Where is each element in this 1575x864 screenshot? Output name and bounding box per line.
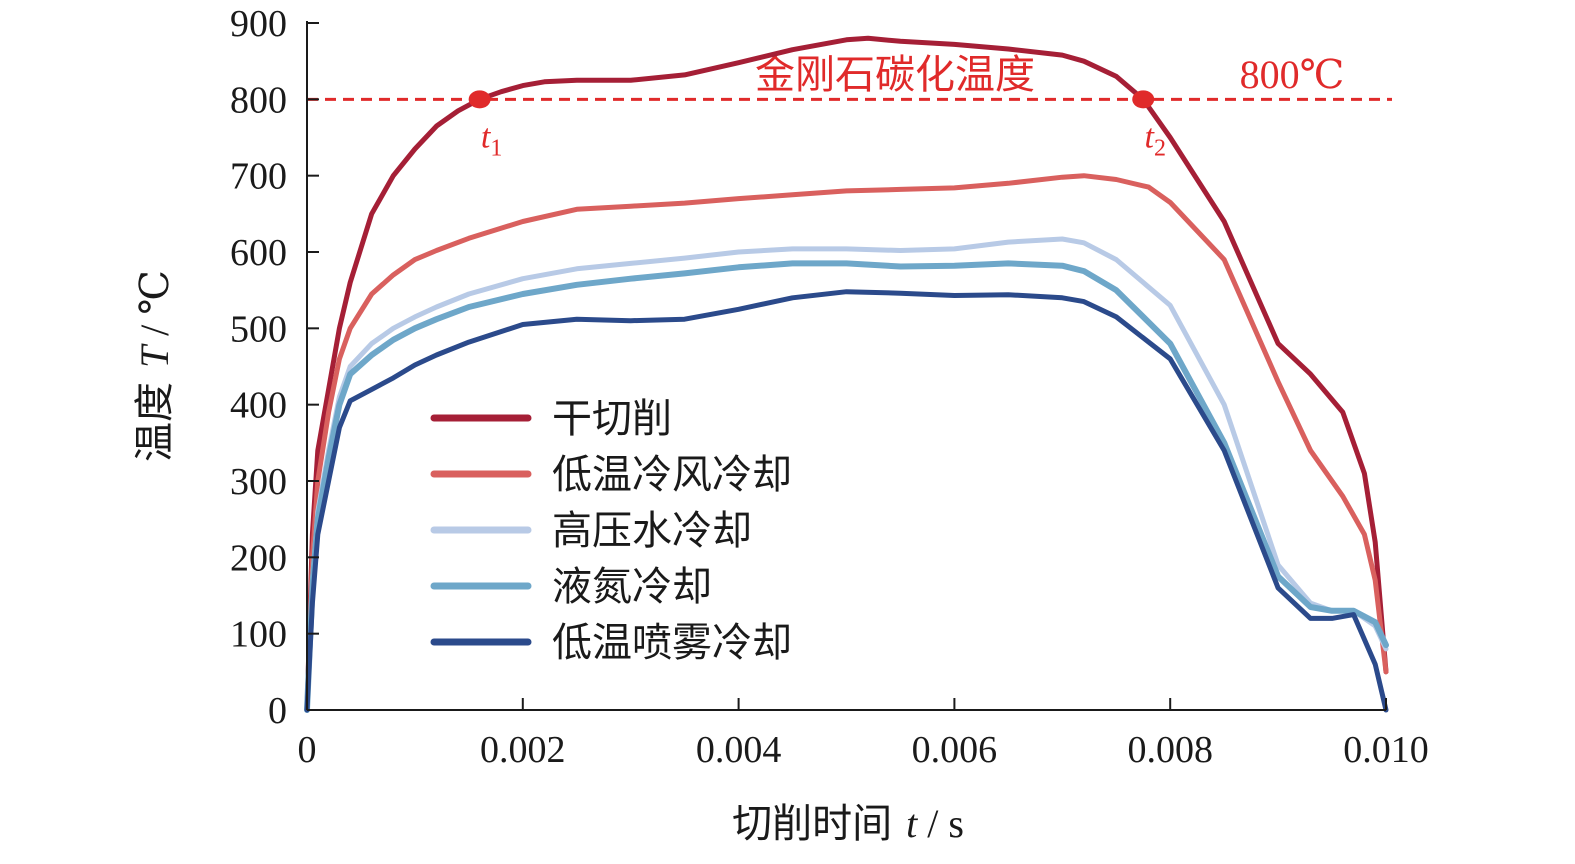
- marker-label-var-0: t: [481, 118, 492, 155]
- marker-label-1: t2: [1144, 118, 1165, 161]
- axis-titles: 切削时间 t / s 温度 T / ℃: [132, 270, 964, 846]
- y-tick-label-8: 800: [230, 79, 287, 121]
- series-layer: [304, 35, 1389, 713]
- reference-layer: 金刚石碳化温度 800℃: [307, 52, 1392, 101]
- y-tick-label-9: 900: [230, 3, 287, 45]
- y-tick-label-6: 600: [230, 232, 287, 274]
- series-line-4: [304, 289, 1389, 713]
- x-tick-label-5: 0.010: [1343, 729, 1429, 771]
- y-tick-label-5: 500: [230, 308, 287, 350]
- legend-label-3: 液氮冷却: [552, 564, 712, 609]
- intersection-marker-1: [1132, 90, 1155, 109]
- x-axis-title-text: 切削时间: [732, 801, 892, 846]
- marker-label-0: t1: [481, 118, 502, 161]
- series-line-0: [304, 35, 1389, 713]
- y-tick-label-0: 0: [268, 690, 287, 732]
- y-tick-label-1: 100: [230, 614, 287, 656]
- marker-layer: t1 t2: [468, 90, 1166, 161]
- x-axis-title-unit: / s: [927, 801, 964, 846]
- axes-layer: 0 100 200 300 400 500 600 700 800 900 0 0.002 0.004 0…: [230, 3, 1429, 771]
- x-tick-label-0: 0: [298, 729, 317, 771]
- y-tick-label-4: 400: [230, 385, 287, 427]
- reference-line-label: 金刚石碳化温度: [755, 52, 1035, 97]
- series-line-2: [304, 236, 1389, 713]
- series-line-1: [304, 173, 1389, 713]
- y-tick-label-3: 300: [230, 461, 287, 503]
- marker-label-sub-1: 2: [1154, 135, 1166, 161]
- y-axis-title: 温度 T / ℃: [132, 270, 177, 462]
- x-axis-title: 切削时间 t / s: [732, 801, 964, 846]
- x-tick-label-1: 0.002: [480, 729, 566, 771]
- marker-label-var-1: t: [1144, 118, 1155, 155]
- x-axis-title-var: t: [906, 801, 918, 846]
- reference-value-label: 800℃: [1240, 52, 1345, 97]
- x-tick-label-4: 0.008: [1127, 729, 1213, 771]
- legend-label-0: 干切削: [552, 396, 672, 441]
- y-axis-title-unit: / ℃: [132, 270, 177, 336]
- legend-label-1: 低温冷风冷却: [552, 452, 792, 497]
- x-tick-label-2: 0.004: [696, 729, 782, 771]
- y-tick-label-7: 700: [230, 156, 287, 198]
- y-axis-title-var: T: [132, 343, 177, 368]
- y-tick-label-2: 200: [230, 537, 287, 579]
- legend-label-2: 高压水冷却: [552, 508, 752, 553]
- legend-label-4: 低温喷雾冷却: [552, 620, 792, 665]
- intersection-marker-0: [468, 90, 491, 109]
- series-line-3: [304, 260, 1389, 713]
- x-tick-label-3: 0.006: [912, 729, 998, 771]
- y-axis-title-text: 温度: [132, 382, 177, 462]
- marker-label-sub-0: 1: [490, 135, 502, 161]
